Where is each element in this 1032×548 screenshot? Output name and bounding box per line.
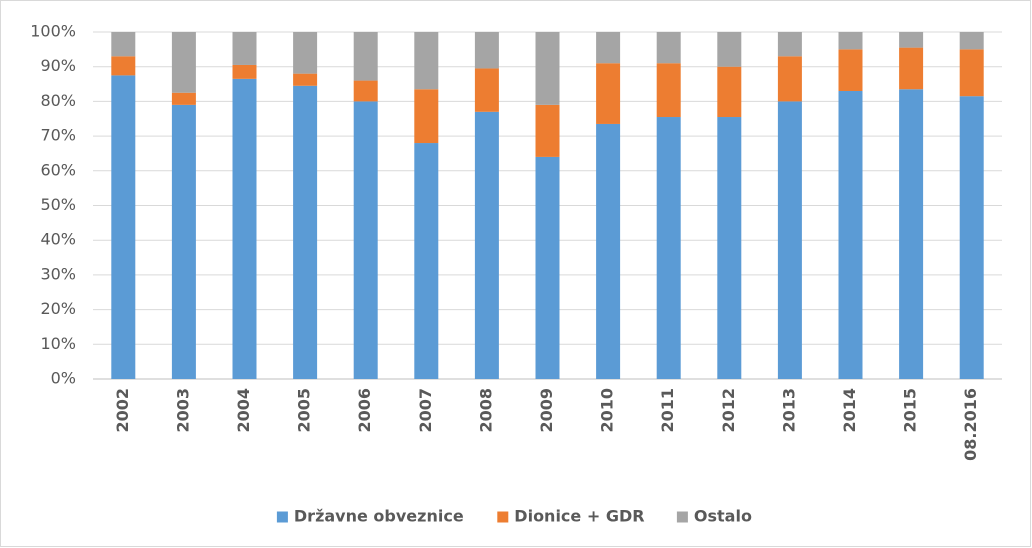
- x-tick-label: 2005: [295, 388, 314, 433]
- bar-segment: [232, 32, 257, 65]
- bar-segment: [535, 104, 560, 157]
- x-tick-label: 2007: [416, 388, 435, 433]
- bar-segment: [596, 32, 621, 64]
- bar-segment: [414, 143, 439, 379]
- x-tick-label: 2012: [719, 388, 738, 433]
- y-tick-label: 50%: [40, 195, 76, 214]
- bar-segment: [353, 80, 378, 102]
- x-tick-label: 2009: [537, 388, 556, 433]
- bar-segment: [838, 90, 863, 380]
- bar-segment: [899, 89, 924, 379]
- bar-segment: [838, 32, 863, 50]
- y-tick-label: 90%: [40, 56, 76, 75]
- bar-segment: [414, 32, 439, 90]
- x-tick-label: 2008: [476, 388, 495, 433]
- bar-segment: [535, 32, 560, 105]
- bar-segment: [596, 63, 621, 124]
- legend-swatch: [497, 511, 509, 523]
- y-tick-label: 100%: [30, 22, 76, 41]
- y-tick-label: 70%: [40, 126, 76, 145]
- bar-segment: [293, 32, 318, 74]
- bar-segment: [171, 32, 196, 93]
- bar-segment: [717, 66, 742, 118]
- y-tick-label: 0%: [51, 369, 76, 388]
- bar-segment: [899, 47, 924, 90]
- bar-segment: [656, 63, 681, 118]
- bar-segment: [777, 32, 802, 57]
- bar-segment: [232, 64, 257, 79]
- bar-segment: [293, 85, 318, 379]
- bar-segment: [777, 101, 802, 380]
- x-tick-label: 2003: [173, 388, 192, 433]
- bar-segment: [474, 111, 499, 379]
- bar-segment: [111, 75, 136, 379]
- x-tick-label: 2014: [840, 388, 859, 433]
- legend-swatch: [676, 511, 688, 523]
- x-tick-label: 2010: [598, 388, 617, 433]
- bar-segment: [293, 73, 318, 86]
- legend-label: Ostalo: [694, 507, 752, 526]
- bar-segment: [414, 89, 439, 144]
- legend-label: Dionice + GDR: [514, 507, 644, 526]
- bar-segment: [111, 56, 136, 76]
- bar-segment: [353, 32, 378, 81]
- bar-segment: [899, 32, 924, 48]
- bar-segment: [111, 32, 136, 57]
- bar-segment: [717, 32, 742, 67]
- bar-segment: [959, 96, 984, 379]
- y-tick-label: 40%: [40, 230, 76, 249]
- x-tick-label: 2015: [901, 388, 920, 433]
- bar-segment: [353, 101, 378, 380]
- x-tick-label: 2011: [658, 388, 677, 433]
- bar-segment: [474, 32, 499, 69]
- y-tick-label: 60%: [40, 160, 76, 179]
- legend-swatch: [276, 511, 288, 523]
- bar-segment: [474, 68, 499, 112]
- bar-segment: [777, 56, 802, 102]
- y-tick-label: 30%: [40, 264, 76, 283]
- x-tick-label: 2013: [779, 388, 798, 433]
- x-tick-label: 08.2016: [961, 388, 980, 461]
- y-tick-label: 10%: [40, 334, 76, 353]
- x-tick-label: 2006: [355, 388, 374, 433]
- bar-segment: [596, 123, 621, 379]
- bar-segment: [656, 117, 681, 379]
- bar-segment: [717, 117, 742, 379]
- legend-label: Državne obveznice: [294, 507, 464, 526]
- y-tick-label: 20%: [40, 299, 76, 318]
- bar-segment: [959, 32, 984, 50]
- x-tick-label: 2002: [113, 388, 132, 433]
- x-tick-label: 2004: [234, 388, 253, 433]
- bar-segment: [656, 32, 681, 64]
- y-tick-label: 80%: [40, 91, 76, 110]
- bar-segment: [171, 104, 196, 380]
- bar-segment: [232, 78, 257, 379]
- bar-segment: [535, 156, 560, 379]
- bar-segment: [838, 49, 863, 91]
- bar-segment: [171, 92, 196, 105]
- bar-segment: [959, 49, 984, 97]
